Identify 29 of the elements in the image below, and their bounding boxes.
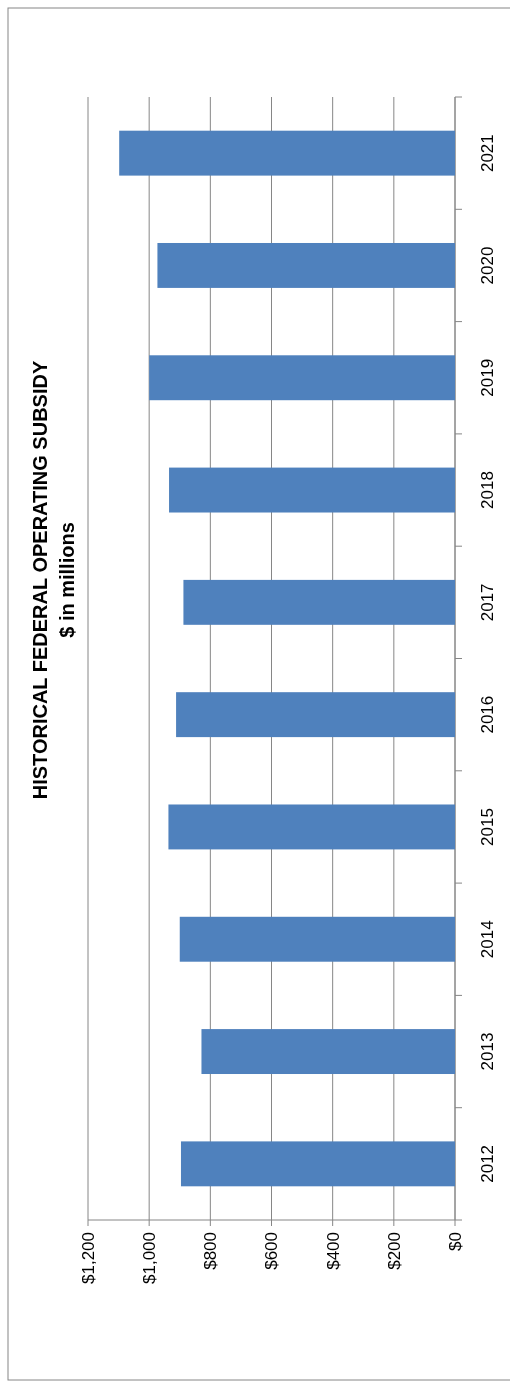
y-tick-label: 2018 <box>477 471 497 509</box>
y-tick-label: 2015 <box>477 808 497 846</box>
y-tick-label: 2012 <box>477 1144 497 1183</box>
bar <box>176 692 455 738</box>
bar <box>168 804 455 850</box>
bar <box>180 1141 455 1187</box>
bar <box>183 579 455 625</box>
text: HISTORICAL FEDERAL OPERATING SUBSIDY <box>29 360 51 800</box>
y-tick-label: 2020 <box>477 246 497 285</box>
y-tick-label: 2019 <box>477 358 497 397</box>
y-tick-label: 2014 <box>477 920 497 959</box>
y-tick-label: 2017 <box>477 583 497 622</box>
x-tick-label: $1,000 <box>140 1232 160 1284</box>
y-tick-label: 2021 <box>477 134 497 173</box>
bar <box>179 916 455 962</box>
bar <box>169 467 455 513</box>
y-tick-label: 2013 <box>477 1032 497 1071</box>
bar <box>157 242 455 288</box>
x-tick-label: $0 <box>445 1232 465 1251</box>
text: $ in millions <box>56 522 78 638</box>
y-tick-label: 2016 <box>477 695 497 734</box>
x-tick-label: $400 <box>323 1232 343 1270</box>
bar <box>149 355 455 401</box>
bar <box>201 1029 455 1075</box>
x-tick-label: $1,200 <box>78 1232 98 1284</box>
x-tick-label: $800 <box>201 1232 221 1270</box>
bar <box>119 130 455 176</box>
x-tick-label: $600 <box>262 1232 282 1270</box>
x-tick-label: $200 <box>384 1232 404 1270</box>
